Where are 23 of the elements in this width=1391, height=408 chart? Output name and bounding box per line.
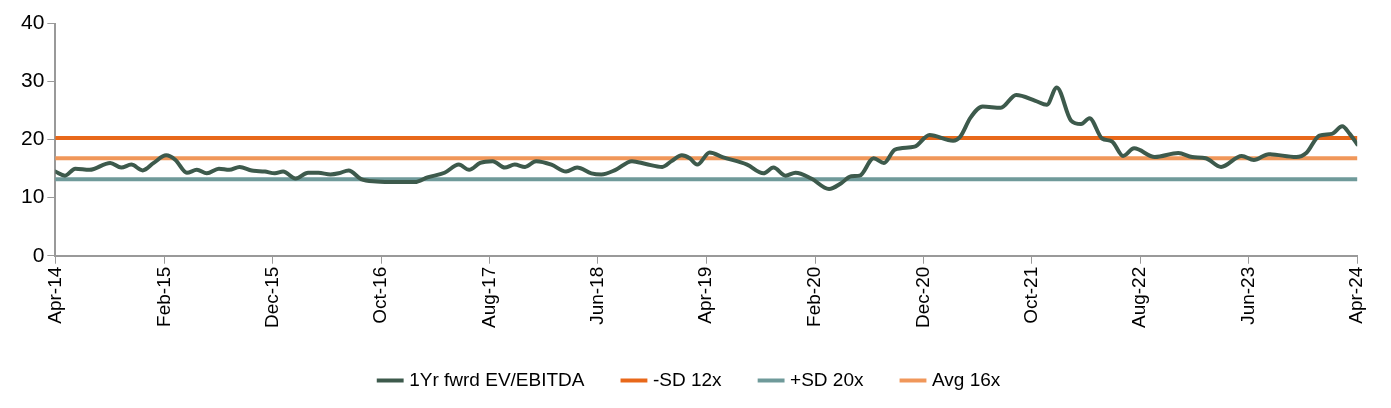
x-tick-label: Oct-16 (369, 266, 391, 324)
x-tick-label: Aug-22 (1128, 266, 1150, 329)
legend-label: +SD 20x (790, 368, 864, 390)
y-tick-label: 10 (21, 184, 45, 208)
y-tick-label: 30 (21, 68, 45, 92)
x-tick-label: Dec-15 (260, 266, 282, 328)
legend-label: Avg 16x (932, 368, 1001, 390)
line-series (55, 85, 1358, 191)
legend-label: -SD 12x (652, 368, 723, 390)
x-tick-label: Jun-18 (586, 266, 607, 325)
x-tick-label: Dec-20 (911, 266, 933, 328)
x-tick-label: Apr-19 (694, 266, 716, 324)
legend-label: 1Yr fwrd EV/EBITDA (409, 368, 585, 390)
x-tick-label: Apr-14 (43, 266, 65, 324)
x-tick-label: Apr-24 (1345, 266, 1367, 324)
x-tick-label: Aug-17 (477, 266, 499, 329)
y-tick-label: 0 (32, 242, 45, 266)
x-tick-label: Feb-20 (803, 266, 825, 327)
y-tick-label: 40 (21, 10, 45, 34)
x-tick-label: Feb-15 (152, 266, 174, 327)
x-tick-label: Oct-21 (1020, 266, 1042, 324)
y-tick-label: 20 (21, 126, 45, 150)
x-tick-label: Jun-23 (1236, 266, 1258, 325)
